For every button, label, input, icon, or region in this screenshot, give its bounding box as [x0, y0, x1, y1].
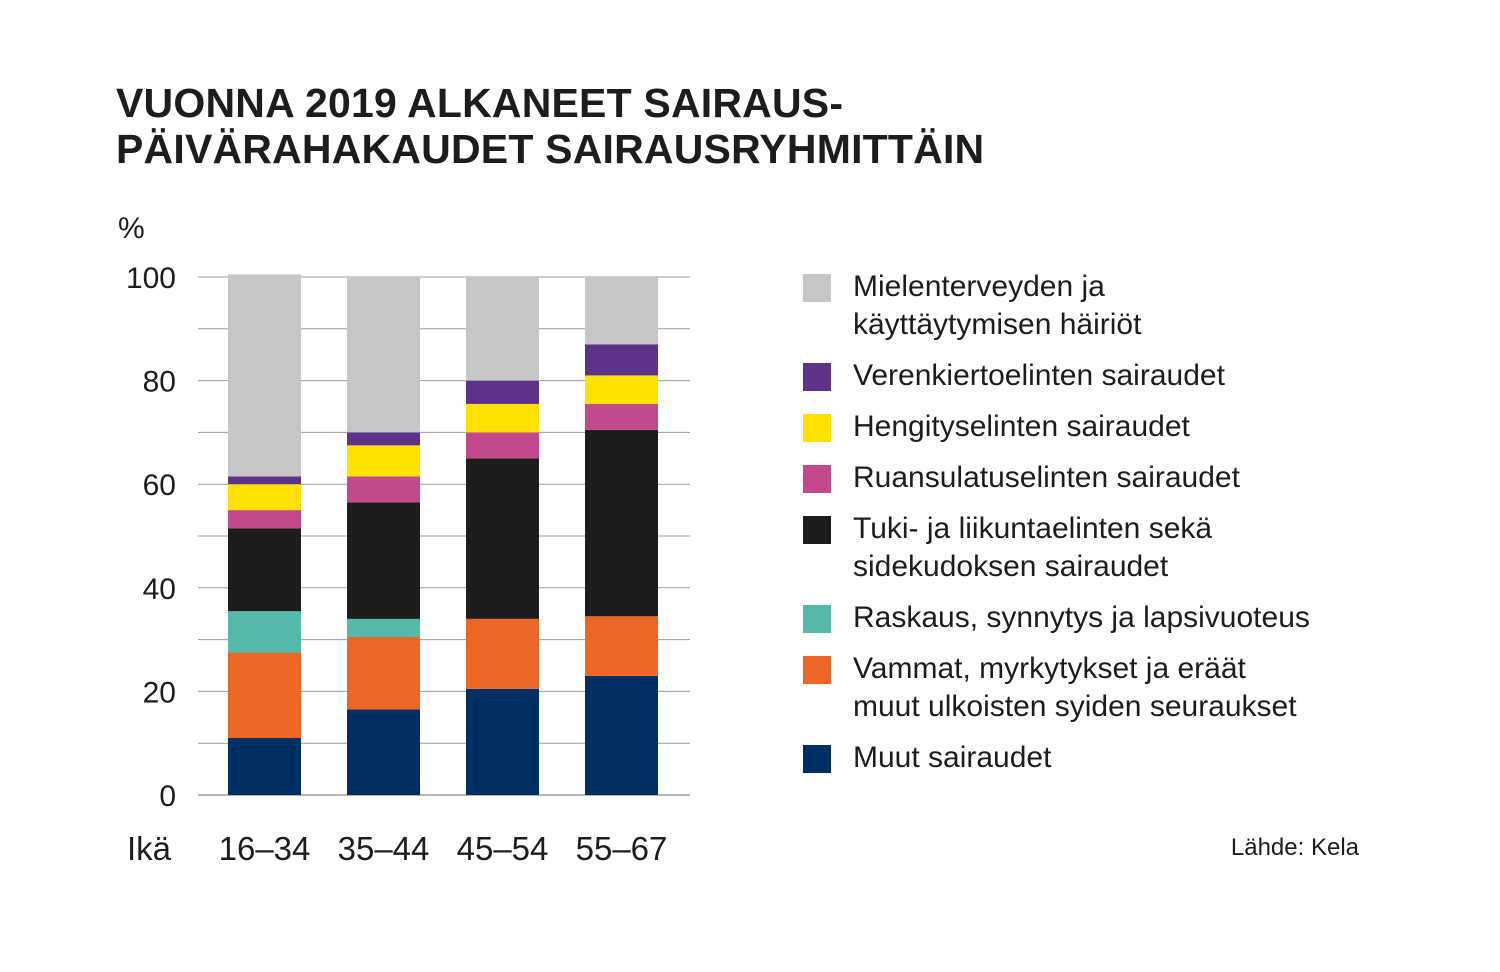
- bar-segment: [347, 637, 420, 710]
- legend-label-line: sidekudoksen sairaudet: [853, 550, 1169, 583]
- legend-label-line: Raskaus, synnytys ja lapsivuoteus: [853, 601, 1310, 634]
- legend-swatch-respiratory: [803, 414, 831, 442]
- y-tick-label: 40: [143, 573, 176, 606]
- bar-segment: [585, 403, 658, 430]
- bar-segment: [228, 510, 301, 529]
- legend: Mielenterveyden ja käyttäytymisen häiriö…: [803, 268, 1423, 790]
- bar-segment: [228, 528, 301, 612]
- chart-title: VUONNA 2019 ALKANEET SAIRAUS- PÄIVÄRAHAK…: [116, 80, 984, 172]
- bar-segment: [347, 277, 420, 433]
- x-tick-label: 55–67: [576, 830, 668, 867]
- legend-label-line: käyttäytymisen häiriöt: [853, 308, 1142, 341]
- bar-segment: [466, 380, 539, 404]
- bar-segment: [585, 277, 658, 345]
- bar-segment: [347, 432, 420, 446]
- bar-segment: [585, 675, 658, 795]
- bar-segment: [347, 502, 420, 619]
- legend-swatch-other-diseases: [803, 745, 831, 773]
- bar-segment: [466, 688, 539, 795]
- bar-segment: [466, 618, 539, 689]
- bar-segment: [347, 476, 420, 503]
- legend-item-pregnancy: Raskaus, synnytys ja lapsivuoteus: [803, 599, 1423, 637]
- x-axis-label: Ikä: [127, 830, 172, 867]
- legend-label-line: Verenkiertoelinten sairaudet: [853, 359, 1225, 392]
- bar-segment: [228, 476, 301, 485]
- legend-label-line: Tuki- ja liikuntaelinten sekä: [853, 512, 1213, 545]
- legend-swatch-musculoskeletal: [803, 516, 831, 544]
- legend-item-injuries: Vammat, myrkytykset ja eräät muut ulkois…: [803, 650, 1423, 726]
- y-tick-label: 100: [126, 262, 176, 295]
- legend-label-line: Mielenterveyden ja: [853, 270, 1105, 303]
- legend-swatch-injuries: [803, 656, 831, 684]
- legend-label-line: Muut sairaudet: [853, 741, 1052, 774]
- y-tick-label: 80: [143, 366, 176, 399]
- y-tick-label: 0: [159, 780, 176, 813]
- bar-segment: [347, 445, 420, 477]
- x-tick-label: 45–54: [457, 830, 549, 867]
- y-tick-label: 60: [143, 469, 176, 502]
- x-tick-label: 16–34: [219, 830, 311, 867]
- legend-label-line: Vammat, myrkytykset ja eräät: [853, 652, 1246, 685]
- legend-swatch-circulatory: [803, 363, 831, 391]
- bar-segment: [228, 274, 301, 477]
- bar-segment: [466, 403, 539, 433]
- x-tick-label: 35–44: [338, 830, 430, 867]
- legend-item-musculoskeletal: Tuki- ja liikuntaelinten sekä sidekudoks…: [803, 510, 1423, 586]
- bar-segment: [228, 738, 301, 795]
- bar-segment: [585, 375, 658, 404]
- bar-segment: [466, 432, 539, 459]
- legend-item-other-diseases: Muut sairaudet: [803, 739, 1423, 777]
- legend-label-line: Hengityselinten sairaudet: [853, 410, 1190, 443]
- legend-swatch-pregnancy: [803, 605, 831, 633]
- y-tick-label: 20: [143, 676, 176, 709]
- legend-item-circulatory: Verenkiertoelinten sairaudet: [803, 357, 1423, 395]
- y-axis-label: %: [118, 212, 145, 245]
- legend-swatch-mental-health: [803, 274, 831, 302]
- bar-segment: [347, 709, 420, 795]
- legend-label-line: muut ulkoisten syiden seuraukset: [853, 690, 1297, 723]
- legend-item-respiratory: Hengityselinten sairaudet: [803, 408, 1423, 446]
- bar-segment: [466, 458, 539, 619]
- legend-item-mental-health: Mielenterveyden ja käyttäytymisen häiriö…: [803, 268, 1423, 344]
- chart-title-line-1: VUONNA 2019 ALKANEET SAIRAUS-: [116, 80, 844, 126]
- bar-segment: [347, 618, 420, 638]
- chart-title-line-2: PÄIVÄRAHAKAUDET SAIRAUSRYHMITTÄIN: [116, 126, 985, 172]
- bar-segment: [585, 429, 658, 617]
- legend-label-line: Ruansulatuselinten sairaudet: [853, 461, 1240, 494]
- bar-segment: [585, 616, 658, 676]
- source-note: Lähde: Kela: [1230, 834, 1359, 861]
- bar-segment: [585, 344, 658, 376]
- bar-segment: [228, 484, 301, 511]
- legend-swatch-digestive: [803, 465, 831, 493]
- bar-segment: [466, 277, 539, 381]
- bar-segment: [228, 611, 301, 653]
- legend-item-digestive: Ruansulatuselinten sairaudet: [803, 459, 1423, 497]
- bar-segment: [228, 652, 301, 739]
